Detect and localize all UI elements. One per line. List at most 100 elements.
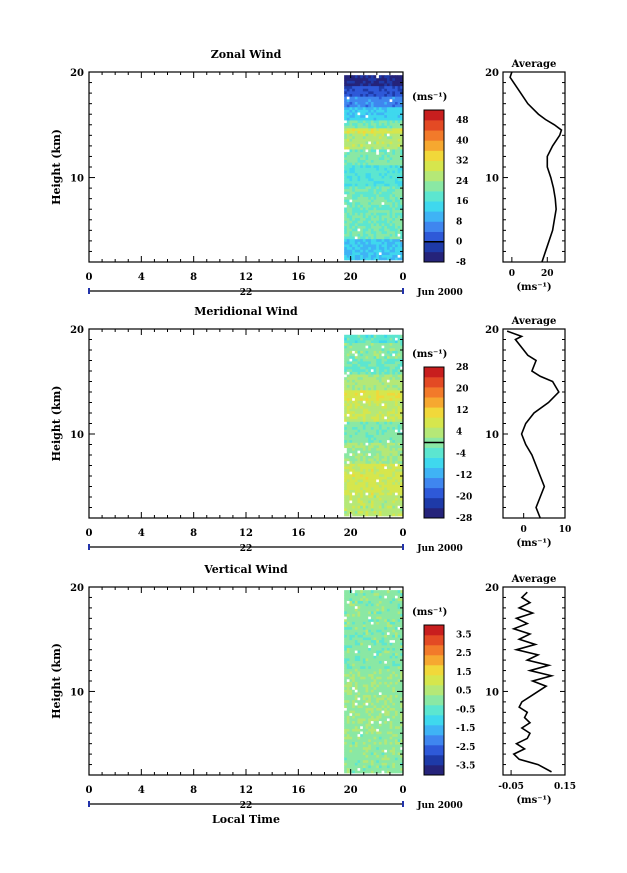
heatmap-cell <box>349 127 353 131</box>
heatmap-cell <box>373 397 377 401</box>
heatmap-cell <box>376 658 380 662</box>
heatmap-cell <box>397 705 401 709</box>
heatmap-cell <box>362 379 366 383</box>
heatmap-cell <box>368 715 372 719</box>
heatmap-cell <box>368 353 372 357</box>
heatmap-cell <box>373 497 377 501</box>
heatmap-cell <box>357 358 361 362</box>
heatmap-cell <box>389 109 393 113</box>
heatmap-cell <box>368 590 372 594</box>
heatmap-cell <box>386 191 391 195</box>
heatmap-cell <box>373 595 377 599</box>
heatmap-cell <box>365 673 369 677</box>
heatmap-cell <box>389 505 393 509</box>
heatmap-cell <box>365 707 369 711</box>
heatmap-cell <box>392 710 396 714</box>
heatmap-cell <box>373 494 377 498</box>
heatmap-cell <box>384 712 388 716</box>
heatmap-cell <box>352 631 356 635</box>
heatmap-cell <box>344 154 348 158</box>
heatmap-cell <box>360 254 364 258</box>
heatmap-cell <box>381 204 385 208</box>
heatmap-cell <box>389 395 393 399</box>
heatmap-cell <box>365 741 369 745</box>
heatmap-cell <box>376 91 380 95</box>
heatmap-cell <box>362 114 366 118</box>
heatmap-cell <box>384 135 388 139</box>
heatmap-cell <box>360 471 364 475</box>
heatmap-cell <box>389 694 393 698</box>
heatmap-cell <box>362 96 366 100</box>
heatmap-cell <box>378 712 382 716</box>
heatmap-cell <box>354 463 358 467</box>
heatmap-cell <box>352 209 356 213</box>
heatmap-cell <box>352 621 356 625</box>
heatmap-cell <box>362 347 366 351</box>
heatmap-cell <box>392 80 396 84</box>
heatmap-cell <box>352 120 356 124</box>
heatmap-cell <box>360 744 364 748</box>
heatmap-cell <box>381 731 385 735</box>
heatmap-cell <box>384 225 388 229</box>
heatmap-cell <box>384 127 388 131</box>
heatmap-cell <box>400 744 404 748</box>
heatmap-cell <box>370 366 374 370</box>
heatmap-cell <box>394 159 399 163</box>
heatmap-cell <box>394 178 399 182</box>
heatmap-cell <box>378 146 382 150</box>
heatmap-cell <box>386 418 391 422</box>
heatmap-cell <box>378 426 382 430</box>
heatmap-cell <box>349 109 353 113</box>
heatmap-cell <box>344 715 348 719</box>
heatmap-cell <box>376 170 380 174</box>
heatmap-cell <box>346 626 350 630</box>
heatmap-cell <box>368 397 372 401</box>
heatmap-cell <box>362 149 366 153</box>
heatmap-cell <box>373 762 377 766</box>
heatmap-cell <box>368 681 372 685</box>
heatmap-cell <box>392 749 396 753</box>
heatmap-cell <box>360 340 364 344</box>
heatmap-cell <box>397 154 401 158</box>
heatmap-cell <box>352 246 356 250</box>
heatmap-cell <box>346 605 350 609</box>
heatmap-cell <box>394 723 399 727</box>
heatmap-cell <box>370 445 374 449</box>
heatmap-cell <box>352 452 356 456</box>
heatmap-cell <box>368 178 372 182</box>
heatmap-cell <box>384 220 388 224</box>
heatmap-cell <box>370 199 374 203</box>
heatmap-cell <box>344 429 348 433</box>
heatmap-cell <box>373 146 377 150</box>
heatmap-cell <box>370 371 374 375</box>
heatmap-cell <box>360 172 364 176</box>
heatmap-cell <box>346 424 350 428</box>
heatmap-cell <box>376 624 380 628</box>
heatmap-cell <box>386 749 391 753</box>
heatmap-cell <box>349 85 353 89</box>
heatmap-cell <box>370 731 374 735</box>
heatmap-cell <box>386 392 391 396</box>
heatmap-cell <box>389 718 393 722</box>
heatmap-cell <box>344 246 348 250</box>
heatmap-cell <box>354 241 358 245</box>
heatmap-cell <box>368 455 372 459</box>
heatmap-cell <box>346 175 350 179</box>
heatmap-cell <box>370 363 374 367</box>
heatmap-cell <box>397 471 401 475</box>
heatmap-cell <box>362 340 366 344</box>
heatmap-cell <box>344 668 348 672</box>
heatmap-cell <box>378 193 382 197</box>
heatmap-cell <box>378 135 382 139</box>
heatmap-cell <box>357 605 361 609</box>
heatmap-cell <box>346 658 350 662</box>
heatmap-cell <box>373 416 377 420</box>
heatmap-cell <box>394 392 399 396</box>
heatmap-cell <box>365 416 369 420</box>
heatmap-cell <box>389 595 393 599</box>
heatmap-cell <box>389 652 393 656</box>
heatmap-cell <box>365 611 369 615</box>
heatmap-cell <box>349 665 353 669</box>
heatmap-cell <box>344 473 348 477</box>
